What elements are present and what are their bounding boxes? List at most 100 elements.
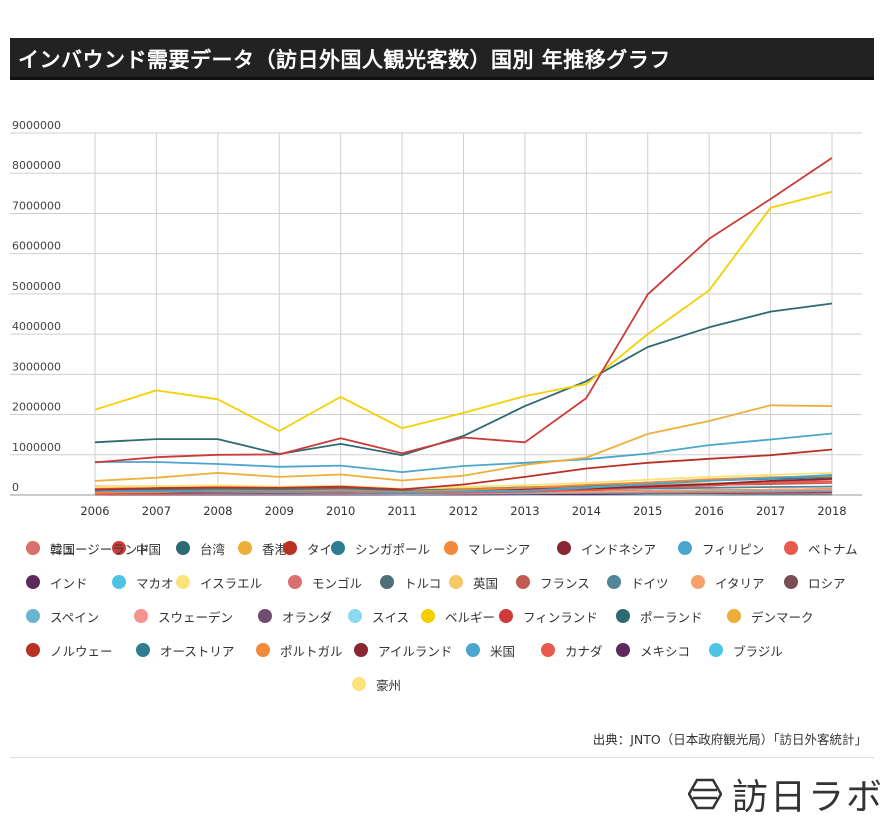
x-tick-label: 2014	[572, 504, 601, 518]
legend-swatch	[557, 541, 571, 555]
legend-swatch	[541, 643, 555, 657]
legend-swatch	[288, 575, 302, 589]
legend-item: フィンランド	[499, 606, 598, 626]
legend-swatch	[466, 643, 480, 657]
legend-swatch	[784, 575, 798, 589]
y-tick-label: 2000000	[12, 401, 61, 414]
legend-label: フィンランド	[523, 607, 598, 626]
y-tick-label: 0	[12, 481, 19, 494]
legend-swatch	[709, 643, 723, 657]
legend-swatch	[516, 575, 530, 589]
legend-swatch	[616, 609, 630, 623]
legend-swatch	[380, 575, 394, 589]
legend-item: ブラジル	[709, 640, 783, 660]
legend-item: メキシコ	[616, 640, 690, 660]
legend-label: 台湾	[200, 539, 225, 558]
line-chart: 0100000020000003000000400000050000006000…	[0, 0, 885, 540]
legend-item: ドイツ	[607, 572, 669, 592]
legend-item: 英国	[449, 572, 498, 592]
x-tick-label: 2007	[142, 504, 171, 518]
legend-item: フランス	[516, 572, 590, 592]
legend-label: ノルウェー	[50, 641, 113, 660]
legend-swatch	[616, 643, 630, 657]
x-tick-label: 2008	[203, 504, 232, 518]
legend-item: デンマーク	[727, 606, 814, 626]
y-tick-label: 9000000	[12, 119, 61, 132]
legend-label: アイルランド	[378, 641, 452, 660]
legend-label: 英国	[473, 573, 498, 592]
legend-label: 豪州	[376, 675, 401, 694]
legend-swatch	[134, 609, 148, 623]
legend-item: ベルギー	[421, 606, 495, 626]
legend-swatch	[258, 609, 272, 623]
legend-swatch	[176, 575, 190, 589]
legend-item: マカオ	[112, 572, 174, 592]
legend-label: シンガポール	[355, 539, 430, 558]
legend-item: カナダ	[541, 640, 603, 660]
legend-swatch	[26, 575, 40, 589]
legend-swatch	[26, 609, 40, 623]
legend-item: イスラエル	[176, 572, 262, 592]
logo: 訪日ラボ	[688, 768, 884, 820]
legend-label: イタリア	[715, 573, 765, 592]
legend-swatch	[354, 643, 368, 657]
legend-swatch	[283, 541, 297, 555]
legend-item: ノルウェー	[26, 640, 113, 660]
legend-item: スウェーデン	[134, 606, 233, 626]
legend-label: フランス	[540, 573, 590, 592]
legend-label: メキシコ	[640, 641, 690, 660]
y-tick-label: 8000000	[12, 159, 61, 172]
x-tick-label: 2012	[449, 504, 478, 518]
logo-icon	[688, 777, 722, 811]
legend-swatch	[238, 541, 252, 555]
y-axis-labels: 0100000020000003000000400000050000006000…	[12, 119, 61, 494]
legend-swatch	[256, 643, 270, 657]
legend-label: マカオ	[136, 573, 174, 592]
legend-item: ニュージーランド	[26, 538, 150, 558]
legend-item: オランダ	[258, 606, 332, 626]
legend-item: ポルトガル	[256, 640, 343, 660]
legend-label: スペイン	[50, 607, 99, 626]
y-tick-label: 6000000	[12, 240, 61, 253]
source-note: 出典：JNTO（日本政府観光局）「訪日外客統計」	[593, 729, 867, 748]
legend-label: トルコ	[404, 573, 441, 592]
legend-label: ドイツ	[631, 573, 669, 592]
legend-item: アイルランド	[354, 640, 452, 660]
legend-label: スウェーデン	[158, 607, 233, 626]
y-tick-label: 7000000	[12, 199, 61, 212]
y-tick-label: 5000000	[12, 280, 61, 293]
legend-label: ベルギー	[445, 607, 495, 626]
y-tick-label: 4000000	[12, 320, 61, 333]
x-tick-label: 2013	[510, 504, 539, 518]
legend-swatch	[26, 541, 40, 555]
legend-swatch	[449, 575, 463, 589]
legend-item: オーストリア	[136, 640, 234, 660]
legend-item: 米国	[466, 640, 515, 660]
x-tick-label: 2010	[326, 504, 355, 518]
legend-label: ブラジル	[733, 641, 783, 660]
legend-item: トルコ	[380, 572, 441, 592]
legend-item: シンガポール	[331, 538, 430, 558]
legend-item: ベトナム	[784, 538, 858, 558]
legend-item: モンゴル	[288, 572, 362, 592]
legend-item: インドネシア	[557, 538, 656, 558]
legend-label: カナダ	[565, 641, 603, 660]
legend-swatch	[331, 541, 345, 555]
x-tick-label: 2016	[695, 504, 724, 518]
legend-swatch	[691, 575, 705, 589]
x-tick-label: 2017	[756, 504, 785, 518]
legend-label: インドネシア	[581, 539, 656, 558]
legend-label: オーストリア	[160, 641, 234, 660]
legend-swatch	[727, 609, 741, 623]
legend-item: タイ	[283, 538, 332, 558]
y-tick-label: 3000000	[12, 360, 61, 373]
x-tick-label: 2015	[633, 504, 662, 518]
legend-label: オランダ	[282, 607, 332, 626]
footer-divider	[10, 757, 874, 758]
legend-item: イタリア	[691, 572, 765, 592]
legend-swatch	[112, 575, 126, 589]
legend-label: イスラエル	[200, 573, 262, 592]
legend-label: インド	[50, 573, 88, 592]
logo-text: 訪日ラボ	[732, 768, 884, 820]
